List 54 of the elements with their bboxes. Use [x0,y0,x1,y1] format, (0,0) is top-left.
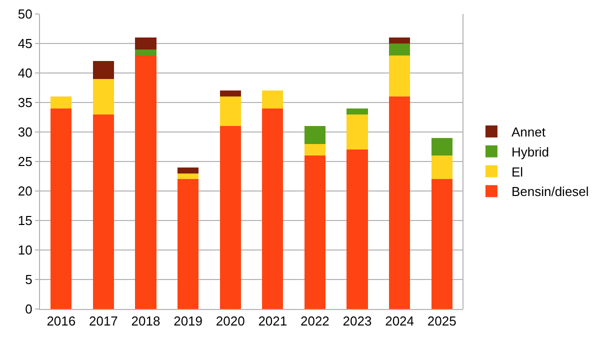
bar [50,108,72,309]
bar [388,96,410,309]
x-tick-label: 2019 [174,314,203,329]
x-tick-label: 2020 [216,314,245,329]
bar [50,96,72,108]
y-tick-label: 10 [18,242,32,258]
bar [346,108,368,114]
bar [220,90,241,97]
bar [262,90,284,108]
bar [346,114,368,150]
bar [388,55,410,97]
x-tick-label: 2016 [46,314,76,329]
y-tick-label: 5 [25,272,32,288]
bar [304,126,326,144]
bar [388,44,410,56]
x-tick-label: 2021 [258,314,288,329]
x-tick-label: 2024 [385,314,414,329]
y-tick-label: 15 [18,213,32,228]
bar [431,179,452,309]
bar [431,156,452,180]
legend-label: Hybrid [511,144,550,160]
bar [177,179,199,309]
bar [177,167,199,174]
x-tick-label: 2018 [131,314,160,329]
x-tick-label: 2025 [427,314,456,329]
y-tick-label: 25 [18,154,32,170]
y-tick-label: 40 [18,66,32,81]
bar [388,38,410,44]
bar [304,156,326,309]
bar [431,138,452,156]
bar [220,126,241,309]
bar [135,55,156,309]
x-tick-label: 2022 [300,314,330,329]
bar [177,173,199,180]
y-tick-label: 35 [18,95,32,110]
bar [346,150,368,309]
x-tick-label: 2017 [88,314,118,329]
legend-label: Annet [511,124,546,140]
y-tick-label: 30 [18,124,32,140]
legend-label: El [511,164,524,180]
y-tick-label: 50 [18,6,32,22]
bar [262,108,284,309]
y-tick-label: 45 [18,36,32,52]
bar [92,61,114,79]
bar [92,114,114,309]
legend-label: Bensin/diesel [511,184,589,200]
bar [92,78,114,114]
x-tick-label: 2023 [342,314,372,329]
bar [304,144,326,156]
y-tick-label: 20 [18,184,32,199]
bar [135,38,156,50]
bar [135,49,156,56]
bar [220,96,241,126]
y-tick-label: 0 [25,302,32,317]
